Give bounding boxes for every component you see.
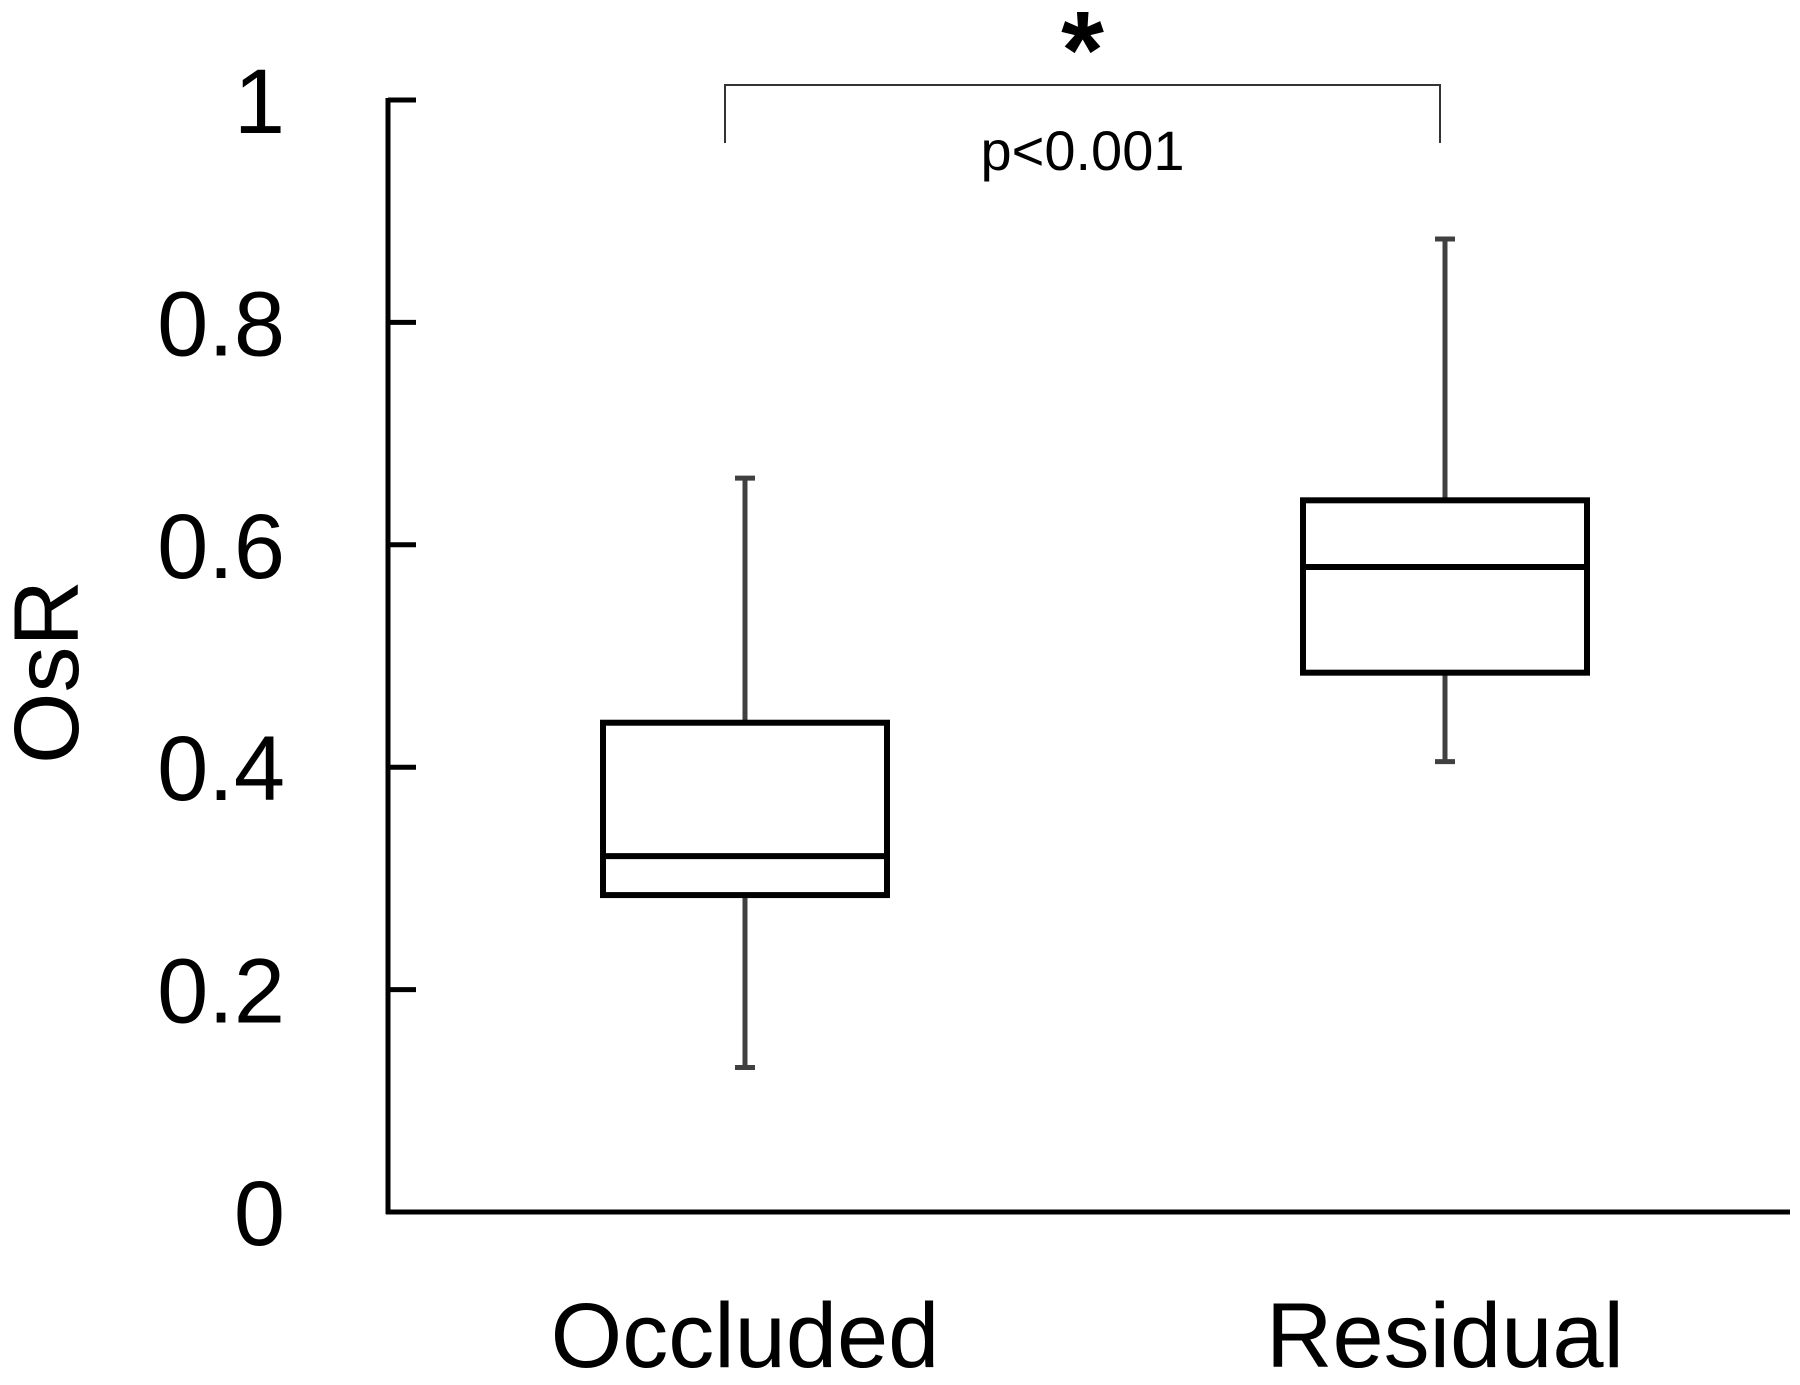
interquartile-box [1300, 497, 1590, 676]
x-category-label: Residual [1266, 1285, 1624, 1385]
y-axis-title: OsR [0, 580, 98, 764]
x-labels: Occluded Residual [551, 1285, 1624, 1385]
significance-star: * [1061, 0, 1104, 112]
interquartile-box [600, 719, 890, 899]
y-tick-label: 0 [234, 1163, 285, 1265]
y-ticks: 0 0.2 0.4 0.6 0.8 1 [157, 51, 416, 1265]
x-category-label: Occluded [551, 1285, 940, 1385]
p-value-label: p<0.001 [981, 119, 1185, 182]
significance-bracket [724, 84, 1441, 143]
box-residual [1300, 236, 1590, 765]
y-tick-label: 0.2 [157, 941, 285, 1043]
y-tick-label: 0.4 [157, 718, 285, 820]
boxes [600, 236, 1590, 1070]
significance-annotation: * p<0.001 [724, 0, 1441, 182]
y-tick-label: 0.8 [157, 273, 285, 375]
box-occluded [600, 475, 890, 1070]
y-tick-label: 0.6 [157, 496, 285, 598]
y-tick-label: 1 [234, 51, 285, 153]
axes [385, 98, 1790, 1215]
